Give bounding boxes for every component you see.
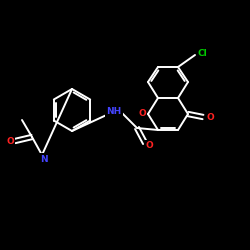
Text: N: N bbox=[40, 154, 48, 164]
Text: O: O bbox=[206, 112, 214, 122]
Text: O: O bbox=[145, 142, 153, 150]
Text: O: O bbox=[138, 110, 146, 118]
Text: NH: NH bbox=[106, 108, 122, 116]
Text: O: O bbox=[6, 136, 14, 145]
Text: Cl: Cl bbox=[197, 48, 207, 58]
